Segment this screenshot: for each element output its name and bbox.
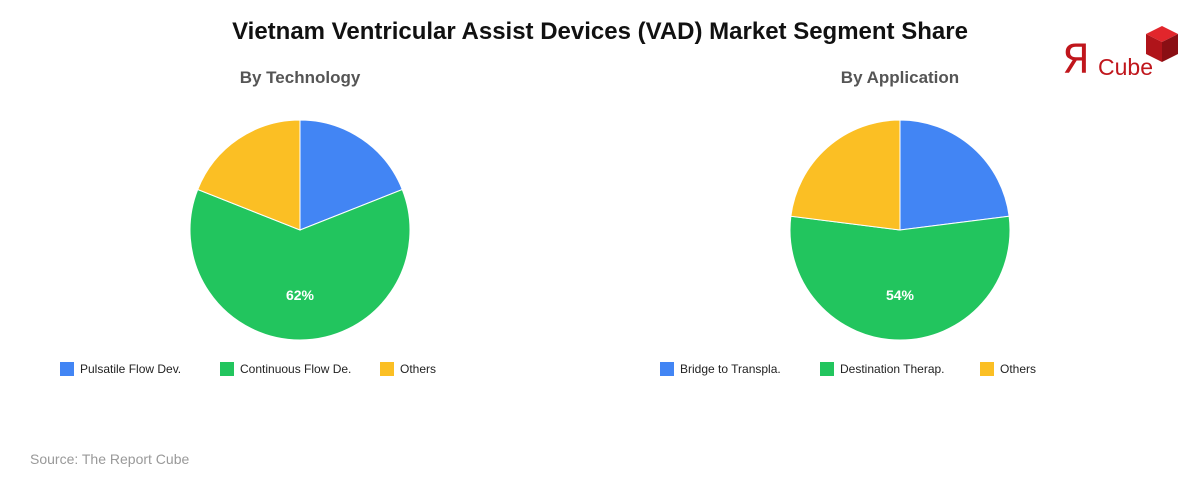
legend-label: Destination Therap. [840,362,945,376]
legend-swatch [380,362,394,376]
logo-letter: Я [1062,37,1090,83]
slice-data-label: 54% [886,287,915,303]
pie-slice-3 [790,119,901,231]
legend-label: Others [400,362,437,376]
source-note: Source: The Report Cube [30,451,190,467]
slice-data-label: 62% [286,287,315,303]
pie-slice-2 [789,215,1011,341]
pie-slice-2 [189,188,411,341]
legend-swatch [220,362,234,376]
cube-icon [1146,26,1178,62]
legend-label: Pulsatile Flow Dev. [80,362,182,376]
legend-swatch [660,362,674,376]
pie-slice-3 [197,119,301,231]
application-pie-chart: 54% [789,119,1011,341]
chart-main-title: Vietnam Ventricular Assist Devices (VAD)… [232,18,968,45]
legend-swatch [820,362,834,376]
legend-label: Others [1000,362,1037,376]
legend-swatch [980,362,994,376]
legend-label: Continuous Flow De. [240,362,352,376]
technology-pie-chart: 62% [189,119,411,341]
legend-label: Bridge to Transpla. [680,362,781,376]
technology-chart-title: By Technology [239,68,361,87]
pie-slice-1 [899,119,1010,231]
application-chart-title: By Application [840,68,960,87]
logo-text: Cube [1098,54,1153,80]
pie-slice-1 [299,119,403,231]
report-cube-logo: Я Cube [1060,24,1184,82]
legend-swatch [60,362,74,376]
